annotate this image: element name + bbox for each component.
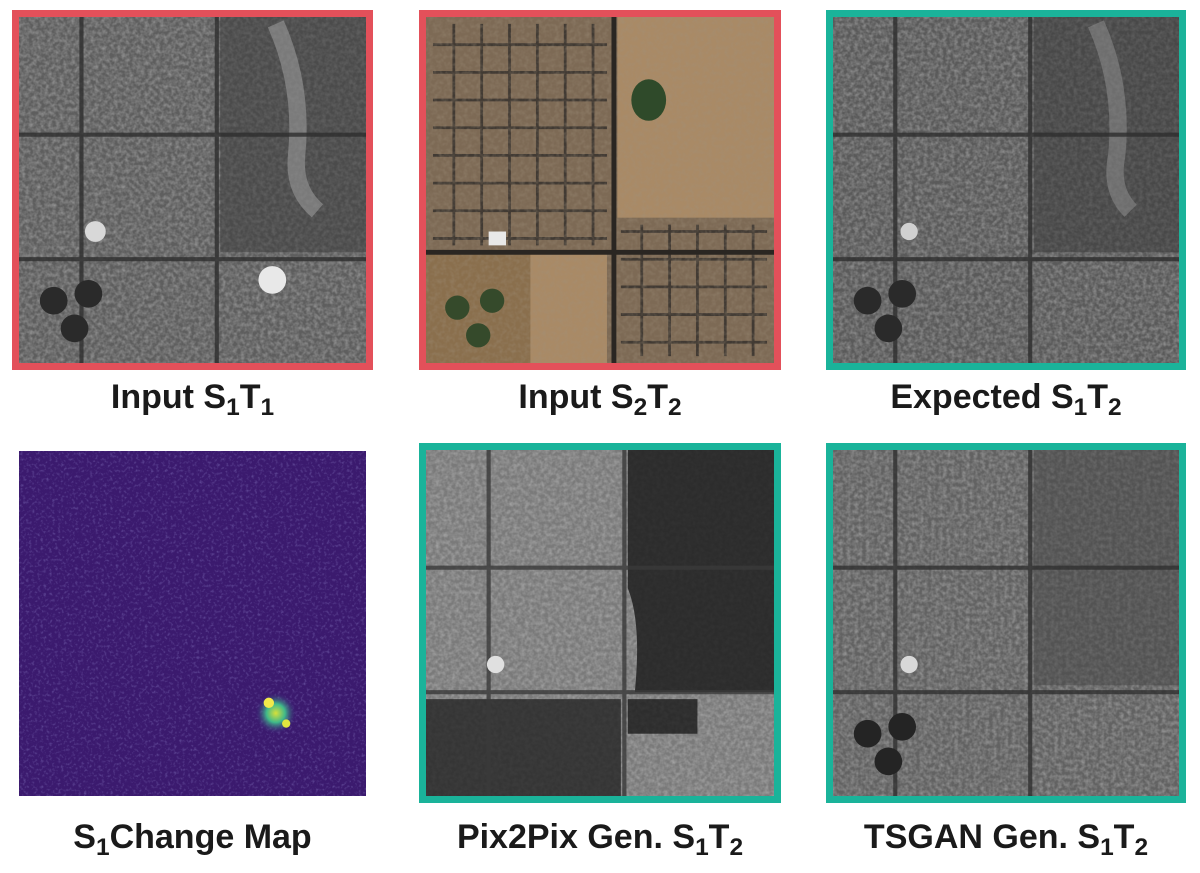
expected-s1t2-image — [826, 10, 1186, 370]
input-s2t2-image — [419, 10, 781, 370]
caption-expected-s1t2: Expected S1T2 — [890, 378, 1122, 421]
caption-tsgan-gen: TSGAN Gen. S1T2 — [863, 818, 1149, 861]
caption-input-s2t2: Input S2T2 — [518, 378, 682, 421]
caption-pix2pix-gen: Pix2Pix Gen. S1T2 — [456, 818, 744, 861]
sar-image-pix2pix — [426, 450, 774, 796]
caption-s1-change-map: S1Change Map — [73, 818, 312, 861]
caption-input-s1t1: Input S1T1 — [110, 378, 275, 421]
sar-image-tsgan — [833, 450, 1179, 796]
tsgan-gen-image — [826, 443, 1186, 803]
optical-image-s2t2 — [426, 17, 774, 363]
sar-image-s1t1 — [19, 17, 366, 363]
change-map-heatmap — [19, 451, 366, 796]
input-s1t1-image — [12, 10, 373, 370]
s1-change-map-image — [19, 451, 366, 796]
sar-image-expected — [833, 17, 1179, 363]
pix2pix-gen-image — [419, 443, 781, 803]
